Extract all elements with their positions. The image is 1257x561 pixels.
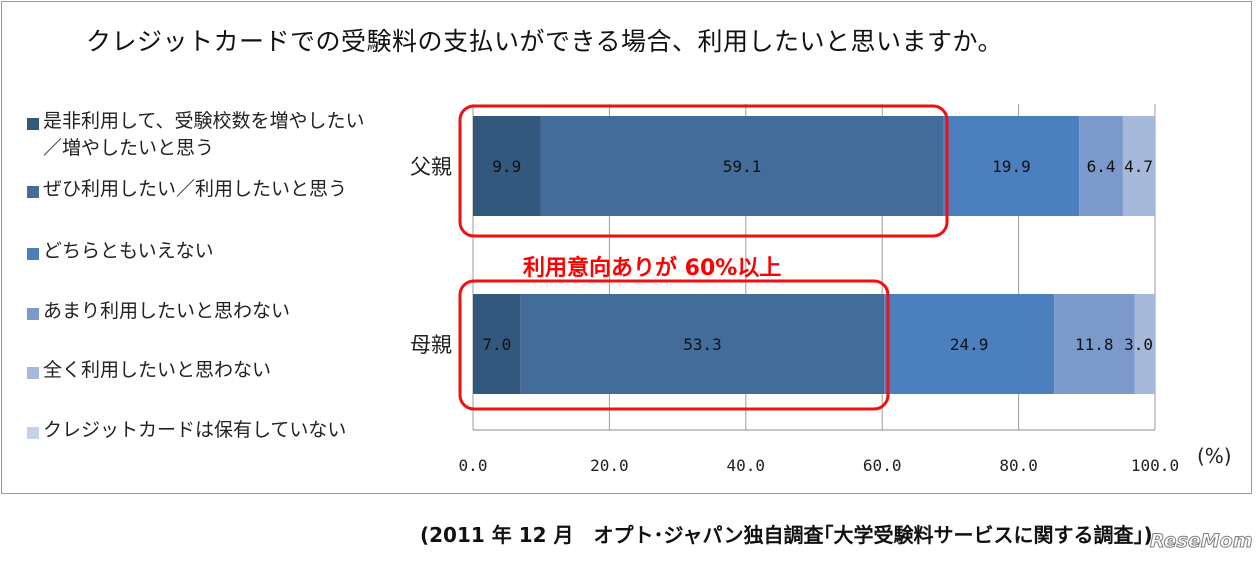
legend-label: あまり利用したいと思わない <box>43 300 291 322</box>
category-label: 母親 <box>410 333 452 357</box>
highlight-box-father <box>458 104 949 238</box>
legend-swatch <box>27 248 39 260</box>
annotation-text: 利用意向ありが 60%以上 <box>523 255 781 281</box>
legend-item: あまり利用したいと思わない <box>27 298 290 325</box>
data-label: 3.0 <box>1124 335 1153 354</box>
bar-segment <box>1079 116 1123 216</box>
legend-item: ぜひ利用したい／利用したいと思う <box>27 176 347 203</box>
data-label: 11.8 <box>1075 335 1114 354</box>
bar-segment <box>884 294 1055 394</box>
data-label: 9.9 <box>492 157 521 176</box>
bar-segment <box>943 116 1080 216</box>
legend-label: ぜひ利用したい／利用したいと思う <box>43 178 348 200</box>
legend-item: 全く利用したいと思わない <box>27 357 271 384</box>
highlight-box-mother <box>458 279 890 411</box>
legend-label: クレジットカードは保有していない <box>43 419 347 441</box>
legend-swatch <box>27 118 39 130</box>
x-tick-label: 80.0 <box>999 456 1038 475</box>
legend-item: どちらともいえない <box>27 238 214 265</box>
bar-segment <box>473 116 541 216</box>
bar-segment <box>540 116 944 216</box>
data-label: 24.9 <box>950 335 989 354</box>
watermark-logo: ReseMom <box>1150 530 1254 553</box>
data-label: 6.4 <box>1087 157 1116 176</box>
legend-item: 是非利用して、受験校数を増やしたい ／増やしたいと思う <box>27 108 364 162</box>
data-label: 7.0 <box>482 335 511 354</box>
legend-swatch <box>27 367 39 379</box>
x-tick-label: 100.0 <box>1131 456 1179 475</box>
bar-segment <box>520 294 885 394</box>
x-tick-label: 20.0 <box>590 456 629 475</box>
bar-segment <box>473 294 521 394</box>
data-label: 4.7 <box>1124 157 1153 176</box>
bar-segment <box>1134 294 1155 394</box>
legend-label: どちらともいえない <box>43 240 214 262</box>
data-label: 19.9 <box>992 157 1031 176</box>
data-label: 59.1 <box>723 157 762 176</box>
x-tick-label: 60.0 <box>863 456 902 475</box>
chart-title: クレジットカードでの受験料の支払いができる場合、利用したいと思いますか。 <box>86 27 1004 56</box>
data-label: 53.3 <box>683 335 722 354</box>
legend-swatch <box>27 186 39 198</box>
source-note: (2011 年 12 月 オプト･ジャパン独自調査｢大学受験料サービスに関する調… <box>420 523 1153 547</box>
category-label: 父親 <box>410 155 452 179</box>
legend-swatch <box>27 427 39 439</box>
bar-segment <box>1054 294 1135 394</box>
legend-label: 是非利用して、受験校数を増やしたい ／増やしたいと思う <box>43 110 365 159</box>
x-unit-label: (%) <box>1197 444 1232 468</box>
legend-item: クレジットカードは保有していない <box>27 417 346 444</box>
chart-frame <box>1 1 1252 494</box>
x-tick-label: 0.0 <box>459 456 488 475</box>
legend-swatch <box>27 308 39 320</box>
legend-label: 全く利用したいと思わない <box>43 359 272 381</box>
x-tick-label: 40.0 <box>727 456 766 475</box>
bar-segment <box>1122 116 1155 216</box>
